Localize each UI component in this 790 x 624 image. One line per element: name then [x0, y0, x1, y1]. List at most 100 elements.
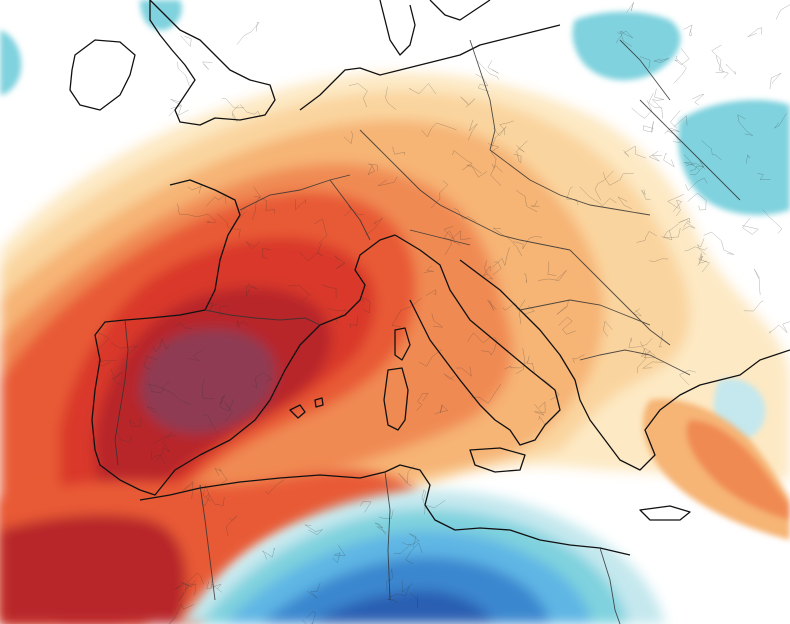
coast-sardinia — [383, 367, 409, 431]
regional-boundary — [110, 342, 138, 355]
regional-boundary — [359, 501, 372, 513]
regional-boundary — [202, 414, 218, 434]
regional-boundary — [321, 284, 337, 299]
regional-boundary — [147, 383, 191, 405]
regional-boundary — [513, 140, 528, 164]
regional-boundary — [697, 238, 706, 255]
regional-boundary — [206, 580, 212, 589]
regional-boundary — [202, 61, 213, 70]
regional-boundary — [206, 221, 216, 223]
regional-boundary — [626, 2, 634, 13]
coast-sicily — [469, 447, 526, 473]
regional-boundary — [516, 145, 525, 153]
regional-boundary — [252, 372, 273, 389]
regional-boundary — [502, 302, 518, 311]
regional-boundary — [547, 261, 557, 276]
regional-boundary — [681, 222, 696, 231]
regional-boundary — [673, 55, 687, 84]
regional-boundary — [641, 347, 656, 359]
regional-boundary — [769, 73, 782, 90]
regional-boundary — [174, 322, 193, 329]
warm-core-iberia — [140, 329, 276, 434]
coast-italy — [394, 234, 561, 446]
regional-boundary — [392, 146, 405, 155]
regional-boundary — [367, 165, 375, 175]
regional-boundary — [603, 320, 613, 337]
regional-boundary — [152, 338, 169, 353]
regional-boundary — [775, 4, 790, 20]
regional-boundary — [349, 315, 358, 328]
regional-boundary — [254, 196, 275, 214]
regional-boundary — [332, 544, 346, 564]
regional-boundary — [769, 321, 790, 334]
regional-boundary — [180, 35, 192, 47]
regional-boundary — [674, 48, 690, 65]
coast-balkans — [459, 259, 790, 471]
regional-boundary — [409, 533, 420, 548]
regional-boundary — [492, 247, 510, 268]
regional-boundary — [633, 308, 642, 317]
regional-boundary — [246, 241, 261, 250]
regional-boundary — [487, 60, 499, 74]
regional-boundary — [378, 509, 394, 519]
regional-boundary — [201, 378, 215, 399]
regional-boundary — [466, 164, 488, 178]
regional-boundary — [148, 381, 170, 393]
regional-boundary — [579, 186, 617, 207]
regional-boundary — [762, 209, 783, 234]
coast-denmark — [379, 0, 416, 56]
regional-boundary — [368, 163, 378, 171]
regional-boundary — [667, 130, 682, 143]
regional-boundary — [306, 611, 316, 624]
regional-boundary — [487, 299, 497, 311]
regional-boundary — [431, 180, 449, 209]
regional-boundary — [637, 341, 646, 374]
regional-boundary — [641, 189, 651, 200]
regional-boundary — [670, 110, 681, 129]
regional-boundary — [467, 332, 491, 344]
regional-boundary — [468, 119, 478, 141]
africa-warm-field — [0, 470, 420, 624]
regional-boundary — [679, 370, 696, 386]
regional-boundary — [743, 300, 764, 312]
regional-boundary — [572, 354, 585, 363]
regional-boundary — [252, 186, 261, 220]
regional-boundary — [200, 484, 212, 507]
regional-boundary — [409, 83, 436, 95]
regional-boundary — [504, 360, 529, 370]
regional-boundary — [746, 154, 751, 164]
regional-boundary — [642, 121, 654, 133]
regional-boundary — [699, 253, 708, 264]
regional-boundary — [631, 100, 652, 119]
regional-boundary — [678, 217, 691, 228]
regional-boundary — [377, 176, 398, 187]
coast-scandinavia — [429, 0, 491, 21]
coast-great-britain — [149, 0, 276, 126]
regional-boundary — [187, 185, 203, 194]
regional-boundary — [747, 27, 763, 38]
regional-boundary — [661, 223, 679, 241]
regional-boundary — [262, 547, 275, 560]
east-warm-field — [642, 399, 790, 540]
regional-boundary — [206, 302, 218, 312]
regional-boundary — [619, 31, 633, 47]
regional-boundary — [482, 265, 491, 276]
regional-boundary — [628, 337, 653, 348]
regional-boundary — [499, 120, 514, 136]
regional-boundary — [737, 114, 753, 136]
regional-boundary — [659, 331, 663, 348]
regional-boundary — [385, 86, 397, 110]
regional-boundary — [231, 104, 239, 122]
regional-boundary — [177, 61, 190, 87]
regional-boundary — [648, 92, 663, 119]
regional-boundary — [648, 151, 663, 162]
regional-boundary — [182, 481, 194, 499]
regional-boundary — [538, 415, 547, 425]
regional-boundary — [651, 88, 665, 108]
regional-boundary — [443, 226, 455, 241]
regional-boundary — [523, 273, 527, 284]
regional-boundary — [460, 96, 476, 108]
regional-boundary — [262, 247, 271, 259]
regional-boundary — [488, 143, 500, 170]
